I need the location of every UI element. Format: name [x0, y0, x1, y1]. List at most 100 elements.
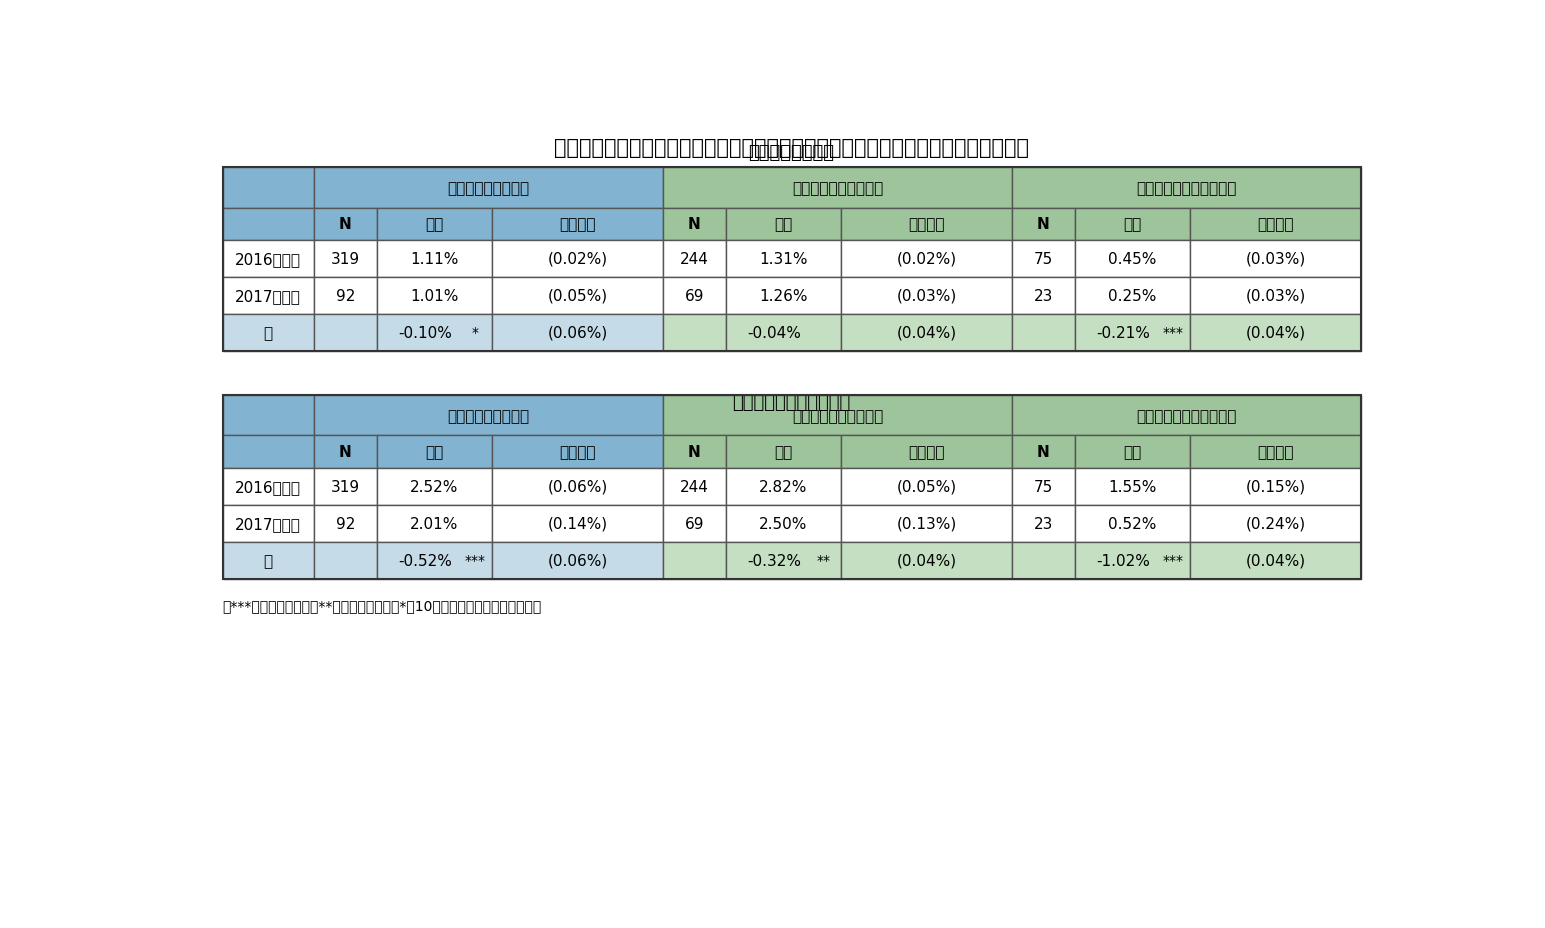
Bar [1190, 436, 1361, 469]
Bar [222, 168, 314, 208]
Bar [222, 315, 314, 352]
Bar [663, 396, 1012, 436]
Bar [1075, 315, 1190, 352]
Text: 0.25%: 0.25% [1108, 289, 1157, 303]
Text: -0.32%: -0.32% [748, 553, 802, 568]
Bar [1190, 505, 1361, 542]
Text: アクティブ・ファンド: アクティブ・ファンド [793, 408, 884, 423]
Text: 信託報酬率の比較: 信託報酬率の比較 [748, 144, 834, 161]
Text: ***: *** [1162, 326, 1183, 340]
Text: (0.06%): (0.06%) [547, 553, 607, 568]
Bar [222, 240, 314, 277]
Bar [663, 505, 726, 542]
Text: インデックス・ファンド: インデックス・ファンド [1137, 408, 1236, 423]
Bar [314, 505, 377, 542]
Text: 2016年以前: 2016年以前 [235, 479, 301, 495]
Bar [663, 542, 726, 579]
Bar [1075, 277, 1190, 315]
Bar [1012, 277, 1075, 315]
Text: 319: 319 [331, 479, 360, 495]
Bar [222, 436, 314, 469]
Bar [840, 436, 1012, 469]
Text: N: N [338, 445, 352, 459]
Text: 23: 23 [1034, 289, 1054, 303]
Bar [1012, 168, 1361, 208]
Bar [726, 240, 840, 277]
Text: N: N [688, 445, 701, 459]
Text: (0.13%): (0.13%) [896, 516, 956, 531]
Bar [1012, 505, 1075, 542]
Text: N: N [1037, 445, 1049, 459]
Text: 標準誤差: 標準誤差 [908, 217, 946, 232]
Bar [1012, 542, 1075, 579]
Bar [491, 208, 663, 240]
Bar [1012, 240, 1075, 277]
Bar [1075, 436, 1190, 469]
Bar [491, 277, 663, 315]
Bar [840, 208, 1012, 240]
Bar [726, 542, 840, 579]
Text: 75: 75 [1034, 479, 1054, 495]
Bar [840, 315, 1012, 352]
Bar [314, 542, 377, 579]
Text: 平均: 平均 [774, 217, 793, 232]
Bar [377, 436, 491, 469]
Bar [491, 542, 663, 579]
Text: (0.04%): (0.04%) [1245, 326, 1306, 341]
Bar [222, 168, 1361, 352]
Text: インデックス・ファンド: インデックス・ファンド [1137, 181, 1236, 196]
Bar [840, 505, 1012, 542]
Text: （***：１％有意水準、**：５％有意水準、*：10％有意水準をそれぞれ指す）: （***：１％有意水準、**：５％有意水準、*：10％有意水準をそれぞれ指す） [222, 599, 542, 612]
Text: 319: 319 [331, 251, 360, 266]
Text: 92: 92 [335, 289, 355, 303]
Bar [1190, 240, 1361, 277]
Bar [222, 542, 314, 579]
Bar [377, 469, 491, 505]
Bar [314, 240, 377, 277]
Text: 図表２：「顧客本位の業務運営に関する原則」導入前後の新規設定投信手数料の比較: 図表２：「顧客本位の業務運営に関する原則」導入前後の新規設定投信手数料の比較 [555, 137, 1029, 158]
Bar [314, 396, 663, 436]
Text: (0.03%): (0.03%) [1245, 251, 1306, 266]
Text: -1.02%: -1.02% [1097, 553, 1149, 568]
Bar [222, 208, 314, 240]
Bar [491, 315, 663, 352]
Text: ***: *** [1162, 554, 1183, 568]
Text: 標準誤差: 標準誤差 [559, 445, 596, 459]
Text: 1.31%: 1.31% [759, 251, 808, 266]
Bar [314, 208, 377, 240]
Bar [840, 277, 1012, 315]
Text: (0.04%): (0.04%) [896, 553, 956, 568]
Bar [840, 469, 1012, 505]
Bar [314, 315, 377, 352]
Text: 69: 69 [684, 289, 705, 303]
Text: N: N [338, 217, 352, 232]
Bar [377, 315, 491, 352]
Text: (0.06%): (0.06%) [547, 479, 607, 495]
Bar [663, 208, 726, 240]
Bar [726, 277, 840, 315]
Bar [1075, 542, 1190, 579]
Bar [663, 240, 726, 277]
Text: (0.14%): (0.14%) [547, 516, 607, 531]
Bar [1190, 542, 1361, 579]
Text: -0.52%: -0.52% [399, 553, 453, 568]
Bar [1075, 505, 1190, 542]
Bar [377, 240, 491, 277]
Bar [314, 168, 663, 208]
Text: 92: 92 [335, 516, 355, 531]
Bar [1012, 315, 1075, 352]
Bar [314, 436, 377, 469]
Text: 全新規設定ファンド: 全新規設定ファンド [448, 408, 530, 423]
Bar [377, 277, 491, 315]
Text: 1.01%: 1.01% [411, 289, 459, 303]
Text: (0.04%): (0.04%) [1245, 553, 1306, 568]
Bar [663, 315, 726, 352]
Bar [377, 505, 491, 542]
Text: (0.02%): (0.02%) [896, 251, 956, 266]
Text: 平均: 平均 [1123, 217, 1142, 232]
Text: 差: 差 [264, 326, 273, 341]
Text: 平均: 平均 [1123, 445, 1142, 459]
Text: 244: 244 [680, 479, 709, 495]
Bar [222, 505, 314, 542]
Text: N: N [1037, 217, 1049, 232]
